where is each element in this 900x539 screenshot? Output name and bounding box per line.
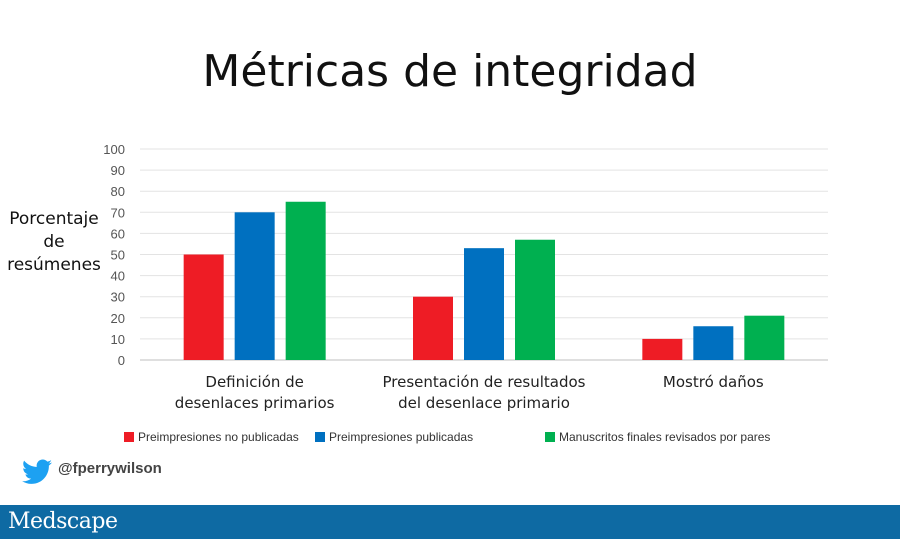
y-tick-label: 20 bbox=[111, 311, 125, 326]
y-tick-label: 80 bbox=[111, 184, 125, 199]
y-tick-label: 30 bbox=[111, 290, 125, 305]
footer-bar: Medscape bbox=[0, 505, 900, 539]
twitter-handle: @fperrywilson bbox=[58, 460, 162, 477]
bar bbox=[642, 338, 683, 360]
bar bbox=[234, 212, 275, 360]
y-tick-label: 40 bbox=[111, 269, 125, 284]
bar-chart: 0 10 20 30 40 50 60 70 80 90 100 Definición de desen… bbox=[103, 142, 828, 412]
x-category-label: Definición de bbox=[205, 373, 304, 391]
x-category-label: Presentación de resultados bbox=[383, 373, 586, 391]
legend-item: Manuscritos finales revisados por pares bbox=[545, 429, 770, 445]
legend-item: Preimpresiones publicadas bbox=[315, 429, 473, 445]
y-tick-label: 100 bbox=[103, 142, 125, 157]
bar bbox=[464, 248, 504, 360]
legend-swatch bbox=[545, 432, 555, 442]
y-tick-label: 0 bbox=[118, 353, 125, 368]
y-tick-label: 10 bbox=[111, 332, 125, 347]
chart-title: Métricas de integridad bbox=[202, 46, 698, 97]
y-tick-label: 50 bbox=[111, 248, 125, 263]
y-axis-label: Porcentaje de resúmenes bbox=[4, 208, 104, 277]
y-axis-label-line: de bbox=[43, 232, 65, 252]
legend-label: Preimpresiones publicadas bbox=[329, 430, 474, 444]
medscape-logo: Medscape bbox=[8, 509, 118, 534]
bar bbox=[693, 326, 734, 360]
twitter-bird-icon bbox=[22, 459, 52, 484]
legend-swatch bbox=[315, 432, 325, 442]
y-axis-label-line: resúmenes bbox=[7, 255, 101, 275]
bar bbox=[515, 239, 555, 360]
bar bbox=[285, 201, 326, 360]
legend-swatch bbox=[124, 432, 134, 442]
legend-label: Manuscritos finales revisados por pares bbox=[559, 430, 771, 444]
y-tick-label: 90 bbox=[111, 163, 125, 178]
y-axis-label-line: Porcentaje bbox=[9, 209, 99, 229]
y-tick-label: 70 bbox=[111, 205, 125, 220]
legend-label: Preimpresiones no publicadas bbox=[138, 430, 299, 444]
bar bbox=[183, 254, 224, 360]
x-category-label: del desenlace primario bbox=[398, 394, 570, 412]
x-category-label: desenlaces primarios bbox=[175, 394, 335, 412]
x-category-label: Mostró daños bbox=[663, 373, 764, 391]
y-tick-label: 60 bbox=[111, 226, 125, 241]
bar bbox=[744, 315, 785, 360]
legend-item: Preimpresiones no publicadas bbox=[124, 429, 299, 445]
bar bbox=[413, 296, 453, 360]
